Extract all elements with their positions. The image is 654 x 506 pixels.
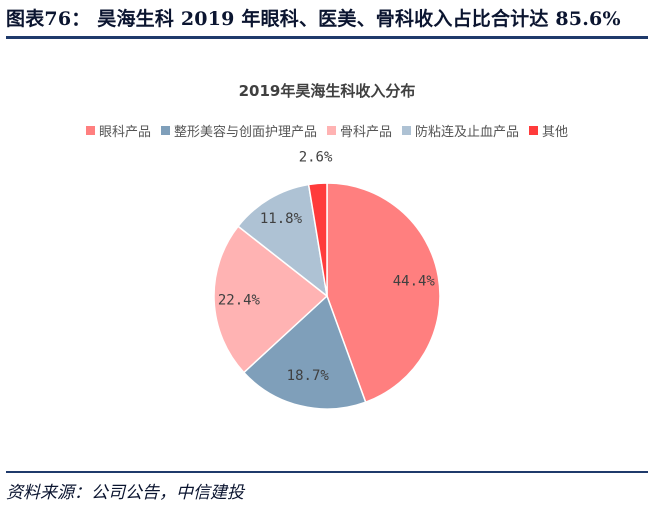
data-label-ortho: 22.4% — [218, 292, 261, 308]
legend-label-adhesion: 防粘连及止血产品 — [415, 125, 520, 140]
legend-swatch-ortho — [326, 126, 336, 135]
pie-slice-ortho — [213, 225, 329, 374]
legend-swatch-cosmetic — [160, 126, 170, 135]
pie-slice-adhesion — [237, 183, 329, 298]
pie-slice-cosmetic — [242, 294, 367, 410]
chart-legend: 眼科产品 整形美容与创面护理产品 骨科产品 防粘连及止血产品 其他 — [0, 121, 654, 140]
data-label-adhesion: 11.8% — [260, 211, 303, 227]
legend-label-cosmetic: 整形美容与创面护理产品 — [173, 125, 317, 140]
legend-swatch-eye — [85, 126, 95, 135]
legend-item-cosmetic: 整形美容与创面护理产品 — [160, 121, 317, 140]
pie-labels: 44.4% 18.7% 22.4% 11.8% 2.6% — [218, 149, 436, 384]
legend-swatch-adhesion — [402, 126, 411, 135]
data-label-other: 2.6% — [299, 149, 333, 165]
legend-label-eye: 眼科产品 — [98, 125, 151, 140]
legend-swatch-other — [529, 126, 539, 135]
legend-item-eye: 眼科产品 — [85, 121, 151, 140]
figure-title: 图表76： 昊海生科 2019 年眼科、医美、骨科收入占比合计达 85.6% — [6, 8, 621, 30]
top-rule — [6, 36, 648, 39]
data-label-cosmetic: 18.7% — [287, 368, 330, 384]
legend-label-ortho: 骨科产品 — [339, 125, 392, 140]
legend-item-adhesion: 防粘连及止血产品 — [402, 121, 519, 140]
chart-title: 2019年昊海生科收入分布 — [238, 82, 416, 100]
source-note: 资料来源：公司公告，中信建投 — [6, 483, 244, 503]
legend-label-other: 其他 — [542, 125, 569, 140]
data-label-eye: 44.4% — [393, 274, 436, 290]
pie-slice-other — [307, 182, 328, 297]
pie-slice-eye — [326, 182, 441, 404]
legend-item-ortho: 骨科产品 — [326, 121, 392, 140]
pie-slices — [213, 182, 441, 410]
legend-item-other: 其他 — [529, 121, 568, 140]
bottom-rule — [6, 471, 648, 473]
